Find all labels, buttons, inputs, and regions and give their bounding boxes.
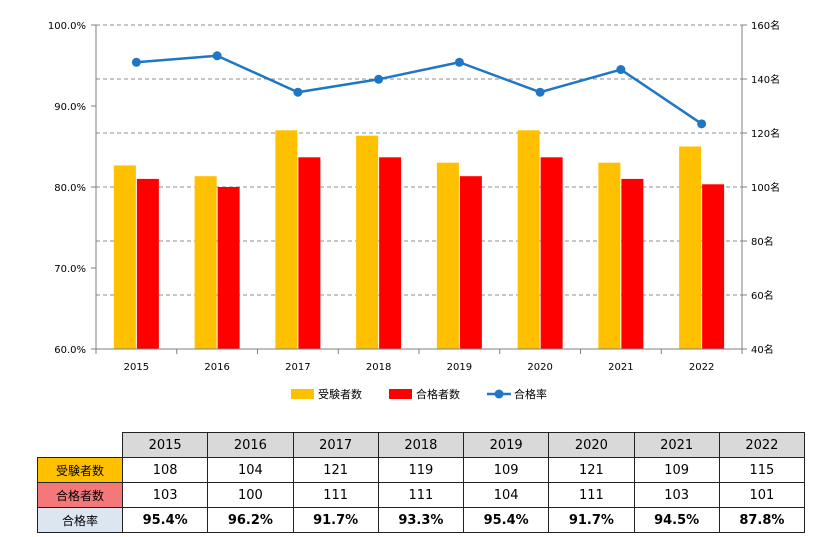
right-tick-label: 100名 xyxy=(751,181,780,194)
table-cell: 104 xyxy=(462,482,550,508)
bar-examinees xyxy=(194,176,217,349)
table-cell: 111 xyxy=(548,482,635,508)
bar-examinees xyxy=(436,162,459,349)
bar-passers xyxy=(459,176,482,349)
bar-examinees xyxy=(679,146,702,349)
bar-examinees xyxy=(356,135,379,349)
row-label-pass-rate: 合格率 xyxy=(37,507,123,533)
right-tick-label: 40名 xyxy=(751,343,774,356)
pass-rate-point xyxy=(374,74,384,84)
legend-swatch-examinees xyxy=(291,389,314,399)
right-tick-label: 160名 xyxy=(751,19,780,32)
table-cell: 111 xyxy=(292,482,379,508)
pass-rate-point xyxy=(454,57,464,67)
bar-examinees xyxy=(113,165,136,349)
table-cell: 96.2% xyxy=(207,507,294,533)
table-cell: 103 xyxy=(121,482,209,508)
bar-passers xyxy=(702,184,725,349)
bar-passers xyxy=(136,178,159,349)
table-cell: 115 xyxy=(718,457,806,483)
x-tick-label: 2017 xyxy=(285,362,310,373)
x-tick-label: 2019 xyxy=(447,362,472,373)
x-tick-label: 2022 xyxy=(689,362,714,373)
right-tick-label: 120名 xyxy=(751,127,780,140)
table-year-header: 2017 xyxy=(292,432,379,458)
bar-examinees xyxy=(517,130,540,349)
bar-passers xyxy=(540,157,563,349)
pass-rate-point xyxy=(212,51,222,61)
bar-passers xyxy=(217,187,240,349)
bar-passers xyxy=(621,178,644,349)
table-cell: 109 xyxy=(462,457,550,483)
bar-passers xyxy=(298,157,321,349)
legend-label: 受験者数 xyxy=(318,387,362,401)
row-label-examinees: 受験者数 xyxy=(37,457,123,483)
table-year-header: 2021 xyxy=(633,432,720,458)
left-tick-label: 100.0% xyxy=(48,21,86,32)
table-cell: 87.8% xyxy=(718,507,806,533)
table-year-header: 2022 xyxy=(718,432,806,458)
table-year-header: 2018 xyxy=(377,432,465,458)
x-tick-label: 2015 xyxy=(124,362,149,373)
right-tick-label: 80名 xyxy=(751,235,774,248)
pass-rate-point xyxy=(293,87,303,97)
x-tick-label: 2021 xyxy=(608,362,633,373)
x-tick-label: 2020 xyxy=(527,362,552,373)
legend-swatch-marker xyxy=(494,389,504,399)
table-cell: 119 xyxy=(377,457,465,483)
data-table: 2015 2016 2017 2018 2019 2020 2021 2022 … xyxy=(37,432,806,533)
legend-label: 合格率 xyxy=(514,387,547,401)
table-row-passers: 合格者数 103 100 111 111 104 111 103 101 xyxy=(37,482,806,508)
left-tick-label: 90.0% xyxy=(54,102,86,113)
legend-swatch-passers xyxy=(389,389,412,399)
bar-passers xyxy=(379,157,402,349)
table-cell: 108 xyxy=(121,457,209,483)
table-header-row: 2015 2016 2017 2018 2019 2020 2021 2022 xyxy=(37,432,806,458)
left-tick-label: 70.0% xyxy=(54,264,86,275)
table-year-header: 2015 xyxy=(121,432,209,458)
table-cell: 94.5% xyxy=(633,507,720,533)
table-row-pass-rate: 合格率 95.4% 96.2% 91.7% 93.3% 95.4% 91.7% … xyxy=(37,507,806,533)
pass-rate-point xyxy=(131,57,141,67)
table-cell: 100 xyxy=(207,482,294,508)
table-cell: 104 xyxy=(207,457,294,483)
left-tick-label: 60.0% xyxy=(54,345,86,356)
x-tick-label: 2018 xyxy=(366,362,391,373)
table-year-header: 2016 xyxy=(207,432,294,458)
table-cell: 91.7% xyxy=(292,507,379,533)
right-tick-label: 60名 xyxy=(751,289,774,302)
pass-rate-line xyxy=(136,54,703,125)
table-year-header: 2020 xyxy=(548,432,635,458)
right-tick-label: 140名 xyxy=(751,73,780,86)
table-cell: 111 xyxy=(377,482,465,508)
table-cell: 109 xyxy=(633,457,720,483)
pass-rate-point xyxy=(616,65,626,75)
legend-label: 合格者数 xyxy=(416,387,460,401)
table-cell: 121 xyxy=(292,457,379,483)
table-cell: 95.4% xyxy=(121,507,209,533)
table-cell: 91.7% xyxy=(548,507,635,533)
table-cell: 95.4% xyxy=(462,507,550,533)
bar-examinees xyxy=(598,162,621,349)
table-cell: 121 xyxy=(548,457,635,483)
pass-rate-point xyxy=(535,87,545,97)
x-tick-label: 2016 xyxy=(204,362,229,373)
table-cell: 103 xyxy=(633,482,720,508)
table-corner xyxy=(37,432,123,458)
pass-rate-point xyxy=(697,119,707,129)
table-year-header: 2019 xyxy=(462,432,550,458)
row-label-passers: 合格者数 xyxy=(37,482,123,508)
combo-chart: 2015 2016 2017 2018 2019 2020 2021 2022 60.0% 70.… xyxy=(48,19,780,401)
bar-examinees xyxy=(275,130,298,349)
table-cell: 93.3% xyxy=(377,507,465,533)
table-row-examinees: 受験者数 108 104 121 119 109 121 109 115 xyxy=(37,457,806,483)
left-tick-label: 80.0% xyxy=(54,183,86,194)
table-cell: 101 xyxy=(718,482,806,508)
